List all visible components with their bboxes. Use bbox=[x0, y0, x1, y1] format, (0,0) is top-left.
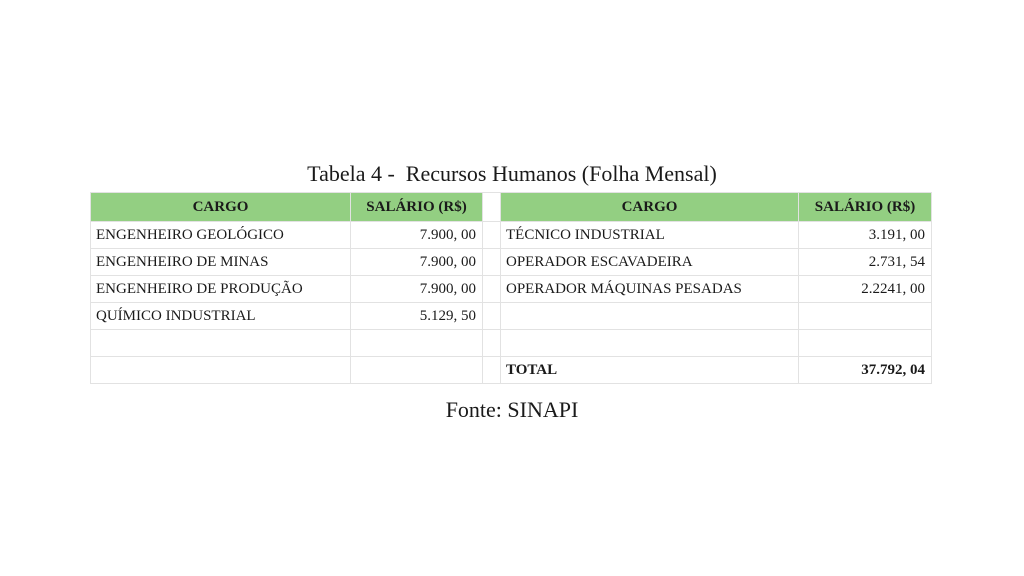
right-salario-cell: 2.731, 54 bbox=[798, 248, 932, 276]
left-cargo-cell: ENGENHEIRO GEOLÓGICO bbox=[90, 221, 351, 249]
left-cargo-cell bbox=[90, 329, 351, 357]
right-salario-header: SALÁRIO (R$) bbox=[798, 192, 932, 222]
table-caption: Tabela 4 - Recursos Humanos (Folha Mensa… bbox=[307, 161, 717, 186]
column-separator bbox=[482, 221, 501, 249]
left-salario-cell: 7.900, 00 bbox=[350, 248, 483, 276]
right-salario-cell bbox=[798, 302, 932, 330]
right-salario-cell: 2.2241, 00 bbox=[798, 275, 932, 303]
left-salario-cell: 7.900, 00 bbox=[350, 221, 483, 249]
table-source: Fonte: SINAPI bbox=[445, 397, 579, 422]
left-salario-cell bbox=[350, 356, 483, 384]
column-separator bbox=[482, 275, 501, 303]
left-salario-cell: 7.900, 00 bbox=[350, 275, 483, 303]
left-cargo-cell: ENGENHEIRO DE PRODUÇÃO bbox=[90, 275, 351, 303]
table-row: ENGENHEIRO GEOLÓGICO 7.900, 00 TÉCNICO I… bbox=[90, 221, 932, 249]
total-value-cell: 37.792, 04 bbox=[798, 356, 932, 384]
column-separator bbox=[482, 302, 501, 330]
right-salario-cell bbox=[798, 329, 932, 357]
right-cargo-cell bbox=[500, 329, 799, 357]
left-salario-header: SALÁRIO (R$) bbox=[350, 192, 483, 222]
human-resources-table: CARGO SALÁRIO (R$) CARGO SALÁRIO (R$) EN… bbox=[90, 192, 932, 384]
left-cargo-cell: QUÍMICO INDUSTRIAL bbox=[90, 302, 351, 330]
left-cargo-header: CARGO bbox=[90, 192, 351, 222]
column-separator bbox=[482, 192, 501, 222]
right-cargo-cell bbox=[500, 302, 799, 330]
table-row: ENGENHEIRO DE MINAS 7.900, 00 OPERADOR E… bbox=[90, 248, 932, 276]
left-salario-cell bbox=[350, 329, 483, 357]
table-row bbox=[90, 329, 932, 357]
left-salario-cell: 5.129, 50 bbox=[350, 302, 483, 330]
table-row: ENGENHEIRO DE PRODUÇÃO 7.900, 00 OPERADO… bbox=[90, 275, 932, 303]
right-salario-cell: 3.191, 00 bbox=[798, 221, 932, 249]
table-header-row: CARGO SALÁRIO (R$) CARGO SALÁRIO (R$) bbox=[90, 192, 932, 222]
left-cargo-cell: ENGENHEIRO DE MINAS bbox=[90, 248, 351, 276]
column-separator bbox=[482, 248, 501, 276]
left-cargo-cell bbox=[90, 356, 351, 384]
table-row: QUÍMICO INDUSTRIAL 5.129, 50 bbox=[90, 302, 932, 330]
column-separator bbox=[482, 329, 501, 357]
right-cargo-cell: OPERADOR ESCAVADEIRA bbox=[500, 248, 799, 276]
column-separator bbox=[482, 356, 501, 384]
right-cargo-header: CARGO bbox=[500, 192, 799, 222]
right-cargo-cell: OPERADOR MÁQUINAS PESADAS bbox=[500, 275, 799, 303]
right-cargo-cell: TÉCNICO INDUSTRIAL bbox=[500, 221, 799, 249]
table-total-row: TOTAL 37.792, 04 bbox=[90, 356, 932, 384]
total-label-cell: TOTAL bbox=[500, 356, 799, 384]
